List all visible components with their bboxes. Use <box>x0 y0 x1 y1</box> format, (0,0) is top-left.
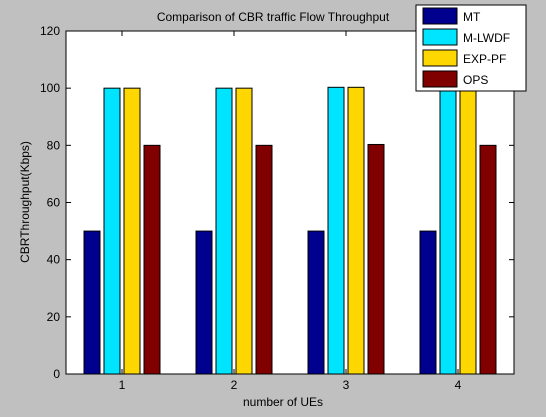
bar-ops <box>143 144 161 375</box>
y-tick-label: 100 <box>40 81 60 95</box>
y-tick-label: 60 <box>47 196 61 210</box>
y-tick-label: 0 <box>53 367 60 381</box>
y-axis-label: CBRThroughput(Kbps) <box>18 141 32 263</box>
bars-group <box>83 86 497 375</box>
bar-m-lwdf <box>103 87 121 375</box>
legend: MT M-LWDF EXP-PF OPS <box>415 4 527 92</box>
x-axis: 1 2 3 4 <box>119 31 462 392</box>
y-tick-label: 80 <box>47 138 61 152</box>
x-tick-label: 1 <box>119 378 126 392</box>
bar-exp-pf <box>123 87 141 375</box>
bar-ops <box>479 144 497 375</box>
y-tick-label: 120 <box>40 24 60 38</box>
bar-mt <box>195 230 213 375</box>
bar-exp-pf <box>235 87 253 375</box>
legend-label: OPS <box>463 73 488 87</box>
x-tick-label: 2 <box>231 378 238 392</box>
bar-mt <box>419 230 437 375</box>
legend-swatch <box>422 28 458 46</box>
bar-m-lwdf <box>327 86 345 375</box>
bar-ops <box>255 144 273 375</box>
bar-mt <box>307 230 325 375</box>
legend-swatch <box>422 70 458 88</box>
bar-m-lwdf <box>215 87 233 375</box>
bar-exp-pf <box>459 87 477 375</box>
y-tick-label: 20 <box>47 310 61 324</box>
legend-swatch <box>422 49 458 67</box>
x-tick-label: 3 <box>343 378 350 392</box>
legend-label: EXP-PF <box>463 52 506 66</box>
legend-label: MT <box>463 10 481 24</box>
bar-exp-pf <box>347 86 365 375</box>
x-tick-label: 4 <box>455 378 462 392</box>
chart-title: Comparison of CBR traffic Flow Throughpu… <box>157 10 390 24</box>
bar-m-lwdf <box>439 87 457 375</box>
y-tick-label: 40 <box>47 253 61 267</box>
bar-ops <box>367 143 385 375</box>
x-axis-label: number of UEs <box>243 395 323 409</box>
bar-mt <box>83 230 101 375</box>
legend-swatch <box>422 7 458 25</box>
legend-label: M-LWDF <box>463 31 510 45</box>
